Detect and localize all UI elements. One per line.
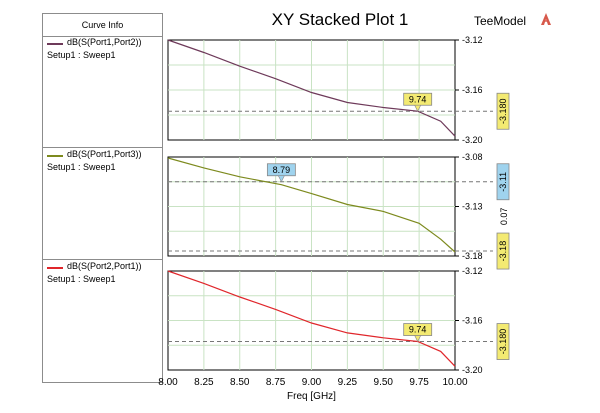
y-tick-label: -3.20 — [462, 135, 483, 145]
x-tick-label: 9.00 — [302, 377, 322, 388]
legend-swatch — [47, 267, 63, 269]
marker-value-label: -3.11 — [498, 172, 508, 192]
x-tick-label: 8.50 — [230, 377, 250, 388]
marker-flag-label: 9.74 — [409, 94, 427, 104]
x-tick-label: 9.75 — [409, 377, 429, 388]
marker-pointer — [414, 104, 422, 112]
delta-label: 0.07 — [499, 208, 509, 226]
model-name: TeeModel — [474, 14, 527, 28]
y-tick-label: -3.20 — [462, 365, 483, 375]
marker-value-badge — [496, 92, 510, 130]
trace-line — [167, 39, 456, 137]
y-tick-label: -3.08 — [462, 152, 483, 162]
marker-pointer — [414, 335, 422, 343]
legend-entry-s21[interactable]: dB(S(Port2,Port1)) Setup1 : Sweep1 — [43, 260, 162, 382]
x-tick-label: 9.50 — [374, 377, 394, 388]
legend-entry-s12[interactable]: dB(S(Port1,Port2)) Setup1 : Sweep1 — [43, 36, 162, 148]
x-tick-label: 10.00 — [442, 377, 467, 388]
x-tick-label: 9.25 — [338, 377, 358, 388]
marker-pointer — [277, 175, 285, 183]
curve-info-header: Curve Info — [43, 14, 162, 37]
ansys-logo-icon — [541, 13, 551, 25]
plot-title: XY Stacked Plot 1 — [271, 10, 409, 29]
marker-value-label: -3.18 — [498, 241, 508, 262]
marker-value-label: -3.180 — [498, 329, 508, 355]
y-tick-label: -3.18 — [462, 251, 483, 261]
y-tick-label: -3.12 — [462, 35, 483, 45]
curve-info-panel: Curve Info dB(S(Port1,Port2)) Setup1 : S… — [42, 13, 163, 383]
legend-setup-name: Setup1 : Sweep1 — [47, 162, 116, 172]
marker-value-badge — [496, 323, 510, 360]
trace-line — [167, 270, 456, 367]
legend-trace-name: dB(S(Port2,Port1)) — [67, 261, 142, 271]
legend-swatch — [47, 155, 63, 157]
y-tick-label: -3.16 — [462, 85, 483, 95]
legend-entry-s13[interactable]: dB(S(Port1,Port3)) Setup1 : Sweep1 — [43, 148, 162, 260]
marker-flag-label: 9.74 — [409, 325, 427, 335]
x-axis-label: Freq [GHz] — [287, 391, 336, 402]
x-tick-label: 8.00 — [158, 377, 178, 388]
y-tick-label: -3.16 — [462, 316, 483, 326]
marker-value-badge — [496, 232, 510, 270]
legend-trace-name: dB(S(Port1,Port2)) — [67, 37, 142, 47]
y-tick-label: -3.13 — [462, 202, 483, 212]
y-tick-label: -3.12 — [462, 266, 483, 276]
legend-setup-name: Setup1 : Sweep1 — [47, 274, 116, 284]
x-tick-label: 8.25 — [194, 377, 214, 388]
marker-value-badge — [496, 163, 510, 201]
trace-line — [167, 157, 456, 253]
legend-setup-name: Setup1 : Sweep1 — [47, 50, 116, 60]
marker-flag-label: 8.79 — [273, 165, 291, 175]
legend-swatch — [47, 43, 63, 45]
legend-trace-name: dB(S(Port1,Port3)) — [67, 149, 142, 159]
marker-value-label: -3.180 — [498, 98, 508, 124]
x-tick-label: 8.75 — [266, 377, 286, 388]
